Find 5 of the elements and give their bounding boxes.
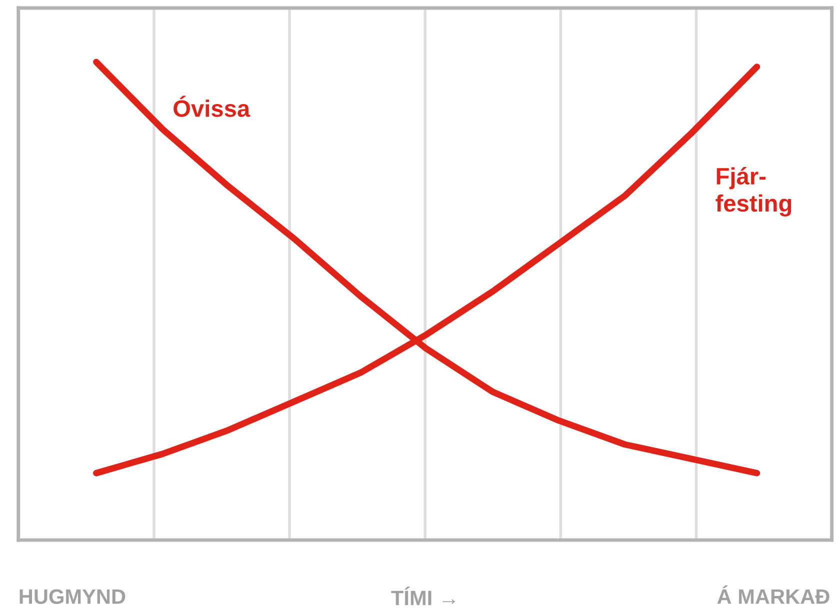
text: HUGMYND <box>20 589 126 604</box>
x-axis-title: TÍMI → <box>391 586 455 606</box>
series-label: Fjár- festing <box>716 167 792 216</box>
series-label: Óvissa <box>174 96 250 117</box>
text: Á MARKAÐ <box>717 585 830 604</box>
